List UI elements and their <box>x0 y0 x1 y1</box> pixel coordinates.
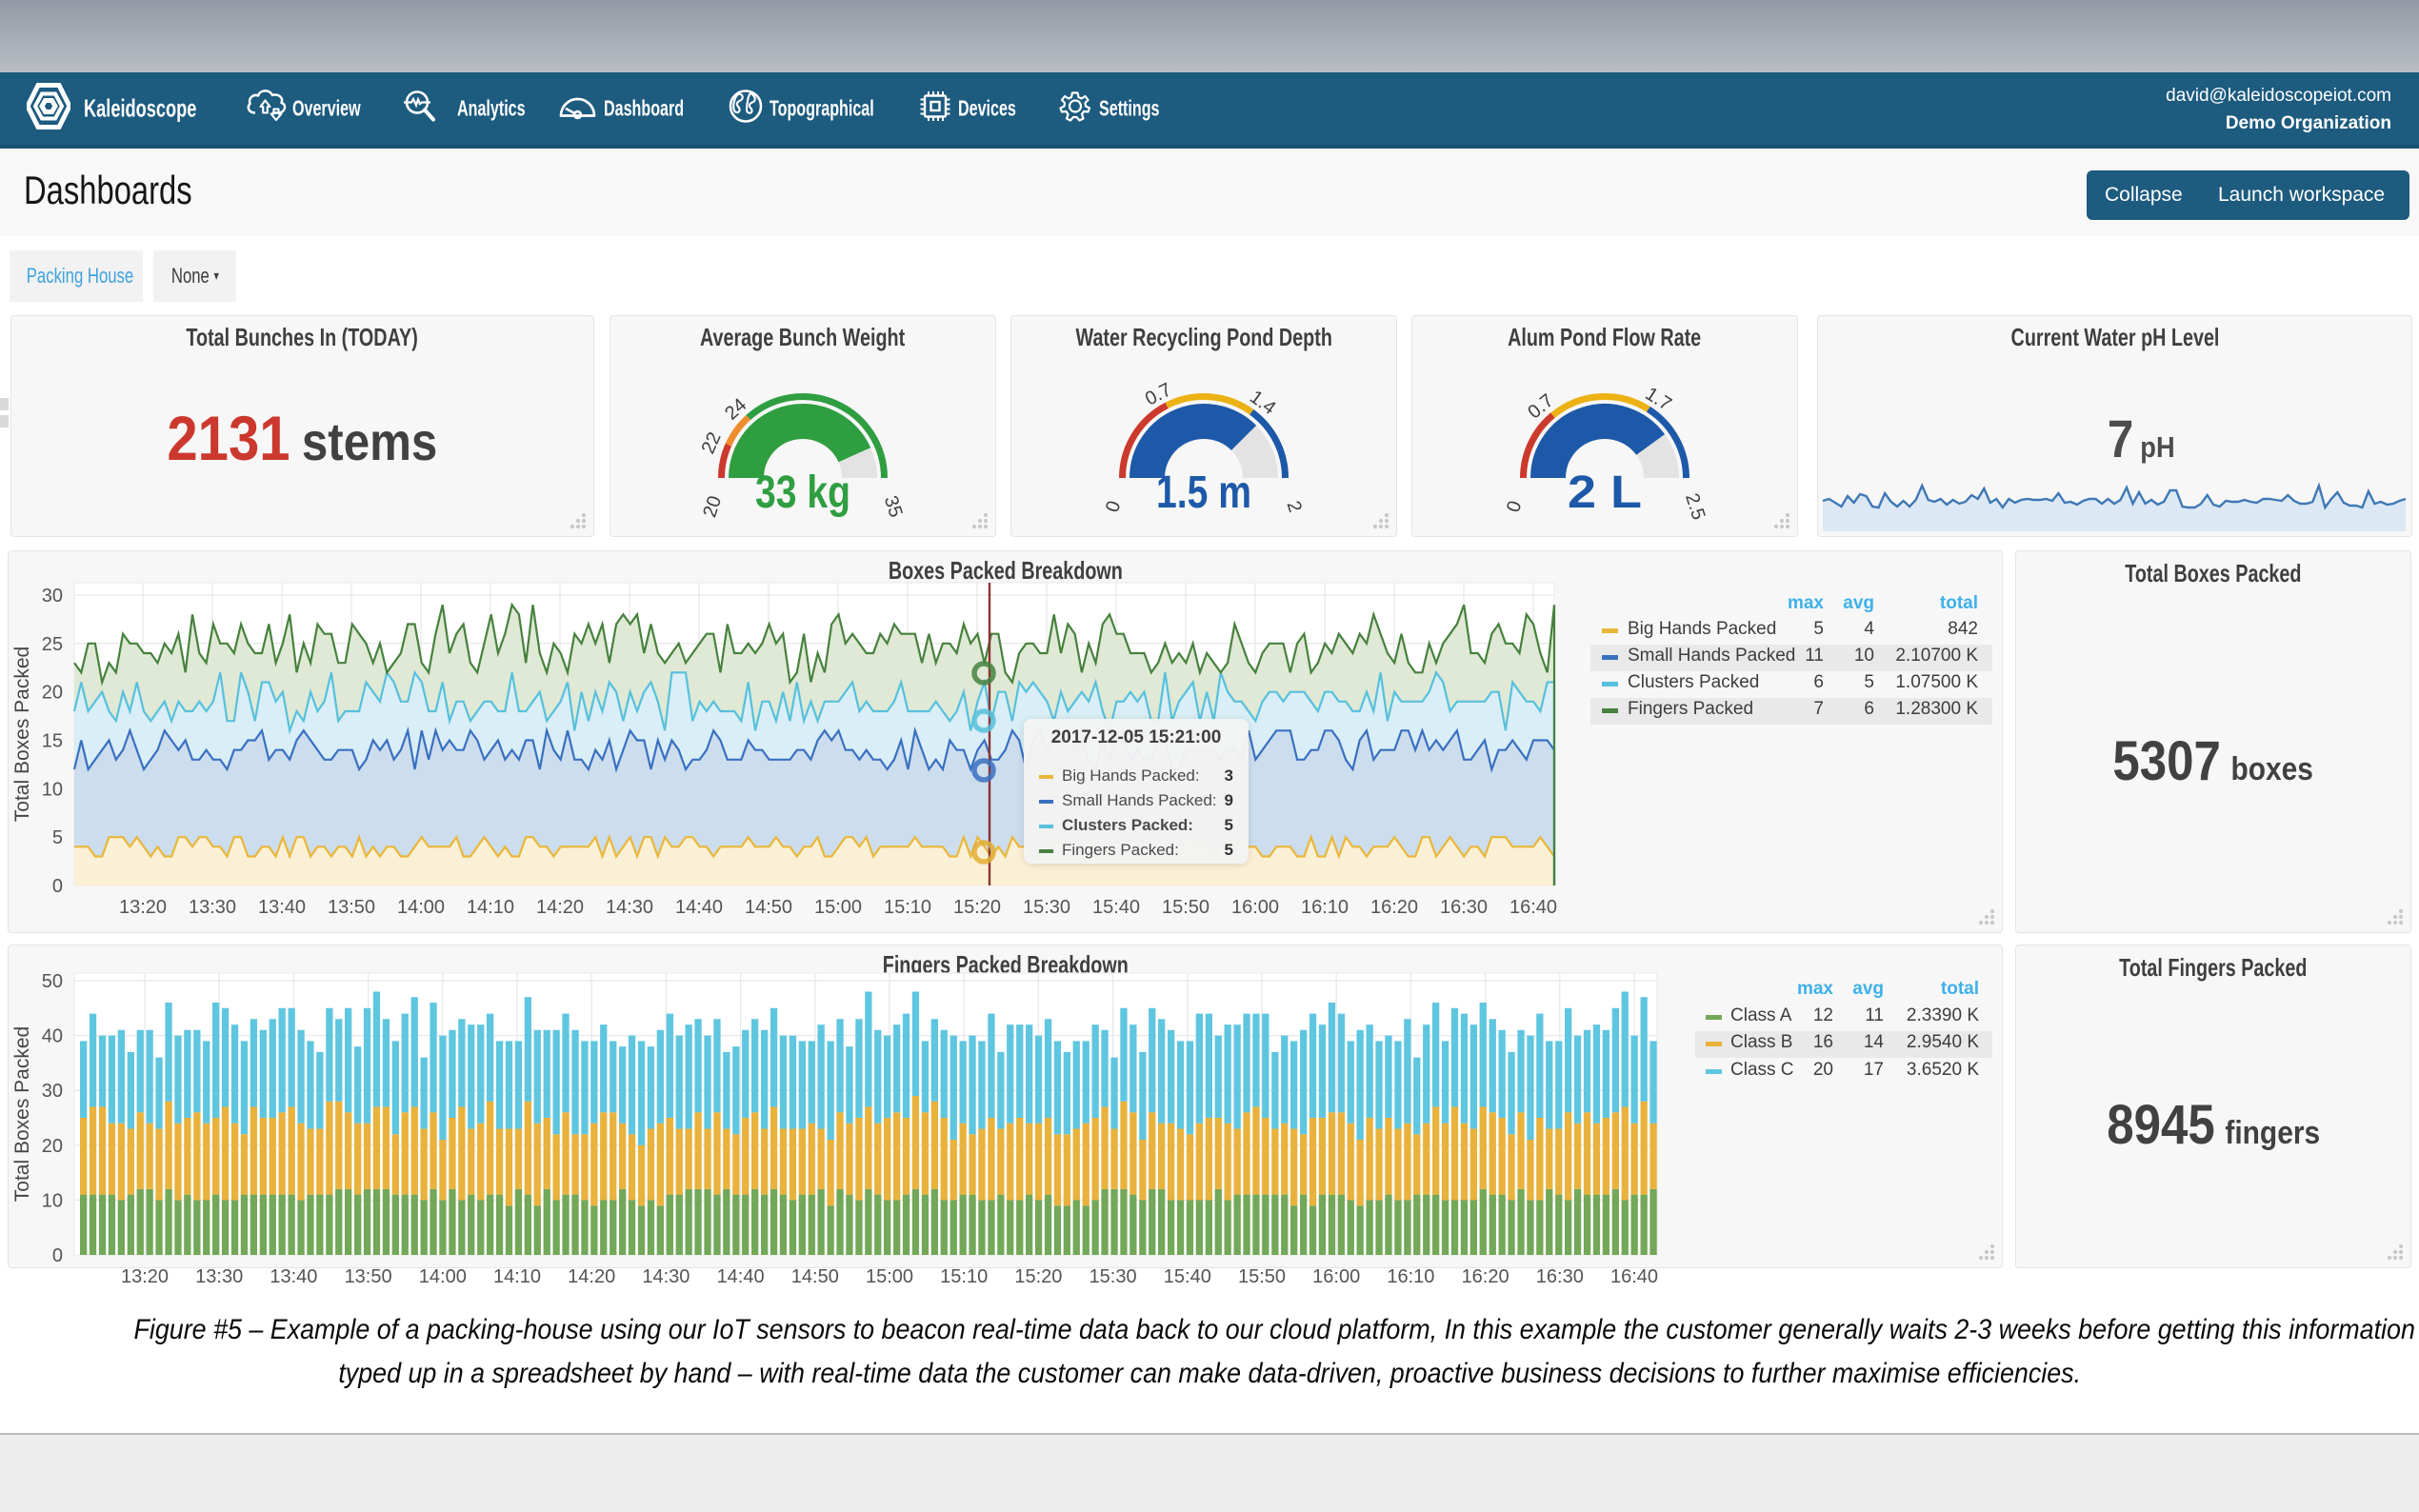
svg-text:15:50: 15:50 <box>1238 1266 1286 1287</box>
svg-text:15:20: 15:20 <box>1014 1266 1062 1287</box>
svg-text:16:20: 16:20 <box>1462 1266 1509 1287</box>
svg-text:14:10: 14:10 <box>493 1266 541 1287</box>
svg-text:14:30: 14:30 <box>642 1266 690 1287</box>
svg-text:13:40: 13:40 <box>270 1266 317 1287</box>
svg-text:16:00: 16:00 <box>1312 1266 1360 1287</box>
svg-text:15:40: 15:40 <box>1164 1266 1211 1287</box>
svg-text:14:00: 14:00 <box>419 1266 467 1287</box>
svg-text:13:50: 13:50 <box>345 1266 392 1287</box>
svg-text:15:00: 15:00 <box>866 1266 913 1287</box>
svg-text:16:10: 16:10 <box>1387 1266 1434 1287</box>
svg-text:13:30: 13:30 <box>195 1266 243 1287</box>
svg-text:14:20: 14:20 <box>568 1266 615 1287</box>
svg-text:13:20: 13:20 <box>121 1266 169 1287</box>
svg-text:15:30: 15:30 <box>1090 1266 1137 1287</box>
svg-text:16:40: 16:40 <box>1610 1266 1658 1287</box>
svg-text:16:30: 16:30 <box>1536 1266 1584 1287</box>
svg-text:14:50: 14:50 <box>791 1266 839 1287</box>
svg-text:15:10: 15:10 <box>940 1266 988 1287</box>
svg-text:14:40: 14:40 <box>717 1266 765 1287</box>
